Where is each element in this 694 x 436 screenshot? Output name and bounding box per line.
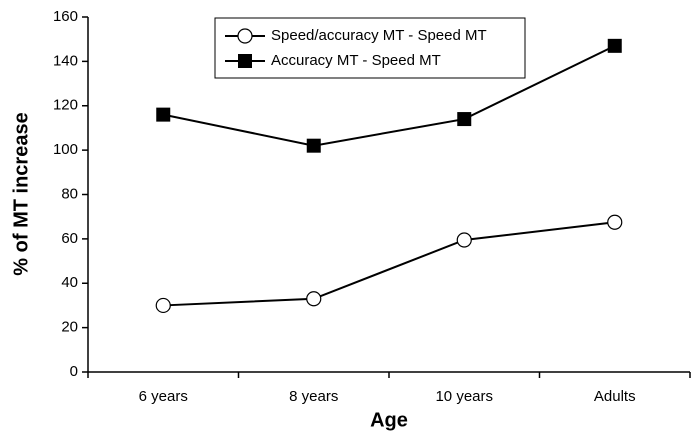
marker <box>306 138 321 153</box>
legend-label: Speed/accuracy MT - Speed MT <box>271 27 487 44</box>
x-tick-label: Adults <box>594 388 636 405</box>
y-tick-label: 60 <box>61 230 78 247</box>
legend-label: Accuracy MT - Speed MT <box>271 52 441 69</box>
legend-marker <box>238 54 252 68</box>
marker <box>306 291 322 307</box>
y-tick-label: 120 <box>53 97 78 114</box>
y-axis-title: % of MT increase <box>10 112 32 275</box>
x-tick-label: 10 years <box>435 388 493 405</box>
series-line <box>163 44 616 147</box>
series-line <box>163 221 615 307</box>
marker <box>607 214 623 230</box>
legend-marker <box>237 28 253 44</box>
y-tick-label: 140 <box>53 52 78 69</box>
marker <box>156 107 171 122</box>
y-tick-label: 100 <box>53 141 78 158</box>
marker <box>607 38 622 53</box>
y-tick-label: 80 <box>61 185 78 202</box>
y-tick-label: 0 <box>70 363 78 380</box>
y-tick-label: 160 <box>53 8 78 25</box>
x-axis-title: Age <box>370 409 408 431</box>
legend-box <box>214 17 526 79</box>
marker <box>456 232 472 248</box>
y-tick-label: 20 <box>61 319 78 336</box>
y-tick-label: 40 <box>61 274 78 291</box>
marker <box>457 112 472 127</box>
x-tick-label: 6 years <box>139 388 188 405</box>
marker <box>155 297 171 314</box>
x-tick-label: 8 years <box>289 388 338 405</box>
